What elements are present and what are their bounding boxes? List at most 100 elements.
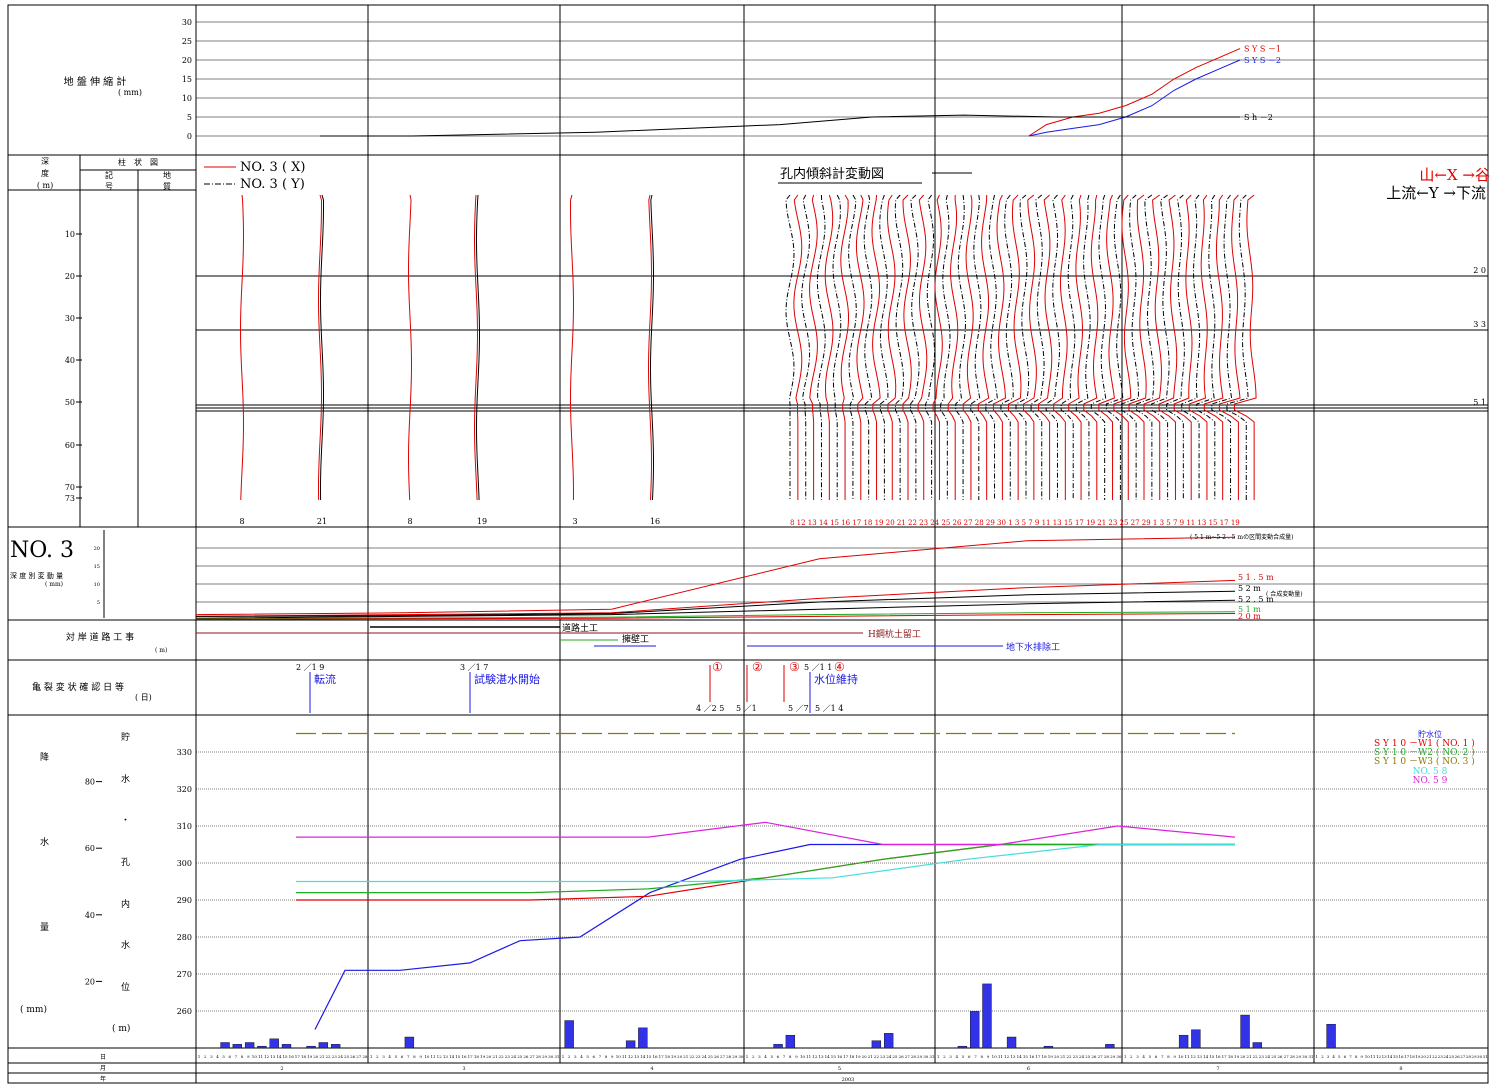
day-tick: 28 [1466,1054,1472,1059]
day-tick: 16 [1398,1054,1404,1059]
rain-bar [970,1011,980,1049]
day-tick: 13 [1382,1054,1388,1059]
water-tick-label: 300 [177,859,192,868]
day-tick: 19 [307,1054,313,1059]
depth-col-line1: 深 [41,157,49,166]
day-tick: 28 [1290,1054,1296,1059]
crack-date-4: 5 ／1 4 [815,704,843,713]
profile-line [917,194,928,500]
rain-bar [318,1042,329,1049]
axis-day-label: 日 [100,1054,106,1061]
day-tick: 25 [892,1054,898,1059]
day-tick: 31 [929,1054,934,1059]
day-tick: 27 [720,1054,726,1059]
crack-panel: 亀 裂 変 状 確 認 日 等 ( 日) 2 ／1 9 転流 3 ／1 7 試験… [32,660,858,713]
profile-line [1166,194,1185,500]
legend-w1: S Y 1 0 －W1 ( NO. 1 ) [1374,738,1475,749]
day-tick: 25 [1271,1054,1277,1059]
day-tick: 31 [1308,1054,1313,1059]
day-tick: 2 [1321,1054,1324,1059]
ground-tick-label: 0 [187,132,192,141]
day-tick: 25 [1085,1054,1091,1059]
day-tick: 18 [1410,1054,1416,1059]
profile-bottom-label: 8 [239,517,244,526]
legend-w3: S Y 1 0 －W3 ( NO. 3 ) [1374,756,1475,767]
day-tick: 22 [874,1054,880,1059]
day-tick: 18 [665,1054,671,1059]
day-tick: 1 [1124,1054,1127,1059]
rain-unit: ( mm) [20,1004,47,1015]
rain-bar [883,1033,894,1049]
day-tick: 28 [362,1054,368,1059]
profile-line [1211,194,1233,500]
day-tick: 7 [235,1054,238,1059]
ground-tick-label: 25 [182,37,192,46]
rain-bar [773,1044,783,1049]
day-tick: 5 [222,1054,225,1059]
profile-bottom-labels: 8 21 8 19 3 16 [239,517,660,526]
inclinometer-title: 孔内傾斜計変動図 [780,166,884,182]
rain-tick-label: 40 [85,911,95,920]
day-tick: 16 [289,1054,295,1059]
day-tick: 18 [474,1054,480,1059]
rain-bar [1326,1023,1336,1049]
day-tick: 30 [923,1054,929,1059]
day-tick: 19 [1234,1054,1240,1059]
depth-tick-label: 40 [65,356,75,365]
legend-no59: NO. 5 9 [1413,776,1448,786]
event-level-date: 5 ／1 1 [804,663,832,672]
ground-series-line [320,114,1240,137]
day-tick: 9 [1173,1054,1176,1059]
day-tick: 25 [1449,1054,1455,1059]
month-label: 2 [280,1066,283,1072]
water-tick-label: 290 [177,896,192,905]
day-tick: 11 [998,1054,1003,1059]
day-tick: 5 [1149,1054,1152,1059]
day-tick: 21 [1246,1054,1251,1059]
ground-label: 地 盤 伸 縮 計 [64,75,127,88]
day-tick: 5 [962,1054,965,1059]
rain-label-3: 量 [40,922,49,933]
day-tick: 15 [646,1054,652,1059]
profile-line [1038,194,1053,500]
profile-line [887,194,897,500]
rain-bar [1191,1029,1201,1049]
day-tick: 8 [1355,1054,1358,1059]
profile-line [1105,194,1124,500]
depth-tick-label: 73 [65,494,75,503]
profile-line [1151,194,1170,500]
day-tick: 26 [523,1054,529,1059]
day-tick: 4 [388,1054,391,1059]
legend-y: NO. 3 ( Y) [240,177,305,192]
day-tick: 19 [855,1054,861,1059]
day-tick: 10 [424,1054,430,1059]
profile-line [902,194,912,500]
geo-label-2: 質 [163,181,171,191]
day-tick: 26 [1091,1054,1097,1059]
profile-line [879,194,889,500]
day-tick: 10 [616,1054,622,1059]
profile-line [1068,194,1083,500]
day-tick: 20 [486,1054,492,1059]
profile-line [239,194,244,501]
day-tick: 12 [264,1054,270,1059]
day-tick: 9 [987,1054,990,1059]
day-tick: 8 [241,1054,244,1059]
day-tick: 1 [1316,1054,1319,1059]
day-tick: 19 [671,1054,677,1059]
profile-line [1120,194,1139,500]
profile-line [319,194,324,501]
profile-line [910,194,920,500]
profile-line [932,194,943,500]
wl-label-2: 水 [121,773,130,785]
day-tick: 9 [1360,1054,1363,1059]
wl-label-7: 位 [121,981,130,993]
day-tick: 11 [622,1054,627,1059]
rain-bar [1006,1036,1017,1049]
depth-series-line [195,536,1236,616]
day-tick: 3 [210,1054,213,1059]
ground-unit: ( mm) [118,88,142,97]
profile-line [947,194,959,500]
day-tick: 8 [413,1054,416,1059]
day-tick: 23 [1259,1054,1265,1059]
